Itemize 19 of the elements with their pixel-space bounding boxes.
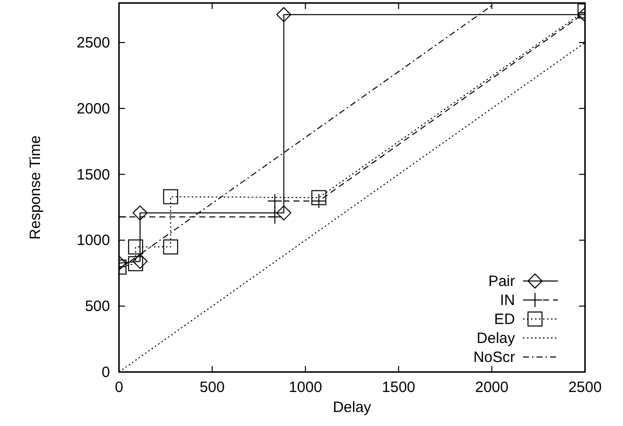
y-tick-label: 0 <box>102 364 110 381</box>
y-tick-label: 2000 <box>76 100 110 118</box>
legend-label: ED <box>494 311 516 328</box>
y-axis-title: Response Time <box>27 135 44 240</box>
x-tick-label: 2000 <box>475 379 508 396</box>
y-tick-label: 500 <box>84 298 110 316</box>
legend-label: Delay <box>476 330 516 347</box>
x-tick-label: 1000 <box>288 379 322 396</box>
y-tick-label: 2500 <box>76 34 110 52</box>
x-tick-label: 0 <box>114 379 124 396</box>
x-tick-label: 2500 <box>568 379 602 396</box>
y-tick-label: 1000 <box>76 232 110 250</box>
x-tick-label: 1500 <box>382 379 416 396</box>
x-tick-label: 500 <box>200 379 225 396</box>
legend-label: IN <box>500 292 515 309</box>
x-axis-title: Delay <box>332 399 372 416</box>
y-tick-label: 1500 <box>76 166 110 184</box>
legend-label: Pair <box>488 273 515 290</box>
legend-label: NoScr <box>473 349 515 366</box>
